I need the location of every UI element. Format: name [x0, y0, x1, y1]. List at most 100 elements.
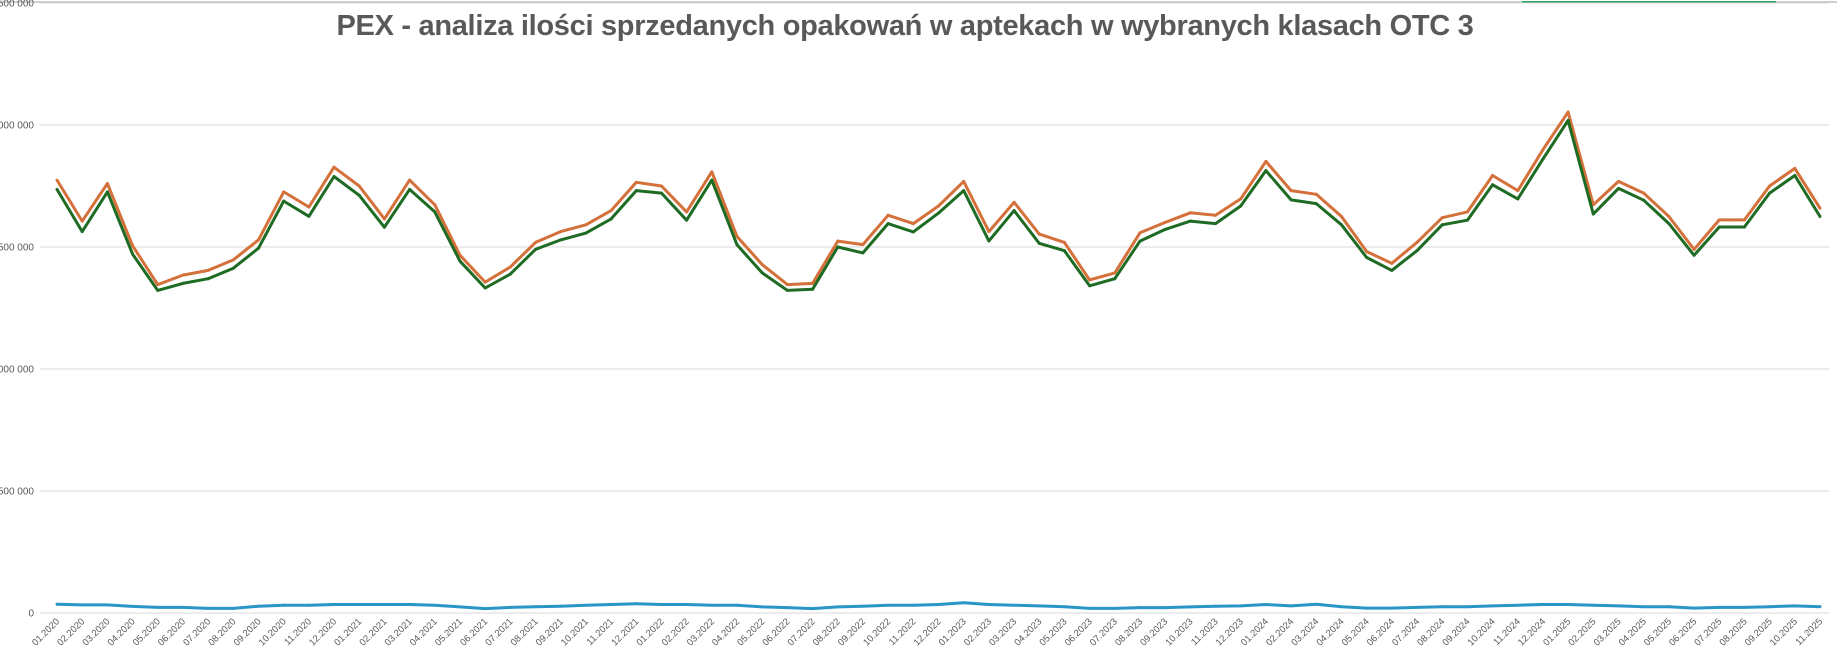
y-tick-label: 2 000 000 [0, 121, 34, 132]
data-point [1339, 215, 1343, 218]
x-tick-label: 10.2021 [559, 616, 591, 648]
data-point [433, 210, 437, 214]
data-point [508, 265, 512, 269]
data-point [1591, 203, 1595, 207]
data-point [609, 209, 613, 213]
data-point [836, 605, 840, 609]
data-point [710, 603, 714, 607]
data-point [1742, 225, 1746, 229]
data-point [1541, 148, 1545, 152]
data-point [1188, 211, 1192, 215]
data-point [1314, 602, 1318, 606]
data-point [1793, 174, 1797, 178]
data-point [962, 189, 966, 193]
data-point [1566, 118, 1570, 122]
data-point [534, 247, 538, 251]
data-point [861, 604, 865, 608]
data-point [382, 225, 386, 229]
data-point [1138, 231, 1142, 235]
data-point [886, 213, 890, 217]
data-point [1113, 277, 1117, 281]
data-point [760, 271, 764, 275]
data-point [181, 605, 185, 609]
data-point [256, 604, 260, 608]
data-point [659, 184, 663, 188]
data-point [987, 230, 991, 234]
data-point [811, 281, 815, 285]
data-point [433, 603, 437, 607]
data-point [408, 178, 412, 182]
data-point [1491, 604, 1495, 608]
data-point [1188, 219, 1192, 223]
data-point [1214, 604, 1218, 608]
data-point [483, 607, 487, 611]
data-point [911, 222, 915, 226]
x-tick-label: 10.2020 [257, 616, 289, 648]
data-point [307, 603, 311, 607]
data-point [1717, 605, 1721, 609]
data-point [1390, 261, 1394, 265]
data-point [156, 288, 160, 292]
data-point [55, 187, 59, 191]
data-point [357, 193, 361, 197]
data-point [1062, 605, 1066, 609]
data-point [231, 606, 235, 610]
data-point [1012, 209, 1016, 213]
data-point [1365, 255, 1369, 259]
data-point [735, 603, 739, 607]
data-point [156, 605, 160, 609]
data-point [1818, 605, 1822, 609]
data-point [307, 205, 311, 209]
data-point [685, 218, 689, 222]
data-point [1717, 225, 1721, 229]
data-point [1617, 186, 1621, 190]
data-point [937, 211, 940, 215]
data-point [206, 277, 210, 281]
data-point [584, 223, 588, 227]
data-point [357, 602, 361, 606]
data-point [584, 231, 588, 235]
data-point [282, 199, 286, 203]
data-point [1113, 271, 1117, 275]
data-point [1289, 198, 1293, 202]
data-point [1264, 169, 1268, 173]
data-point [80, 219, 84, 223]
data-point [181, 281, 185, 285]
data-point [1415, 249, 1419, 253]
data-point [836, 239, 840, 243]
data-point [937, 602, 940, 606]
data-point [433, 203, 437, 207]
data-point [811, 287, 815, 291]
data-point [332, 602, 336, 606]
data-point [634, 602, 638, 606]
data-point [559, 230, 563, 234]
data-point [1037, 232, 1041, 236]
y-tick-label: 0 [28, 609, 34, 620]
data-point [231, 258, 235, 262]
data-point [181, 273, 185, 277]
data-point [584, 603, 588, 607]
data-point [408, 187, 412, 191]
data-point [1516, 197, 1520, 201]
data-point [206, 268, 210, 272]
data-point [735, 243, 739, 247]
data-point [1390, 268, 1394, 272]
x-tick-label: 10.2024 [1466, 616, 1498, 648]
data-point [1516, 189, 1520, 193]
data-point [609, 602, 613, 606]
data-point [987, 602, 991, 606]
data-point [1742, 605, 1746, 609]
data-point [1440, 605, 1444, 609]
data-point [131, 252, 135, 256]
data-point [1440, 223, 1444, 227]
data-point [357, 184, 361, 188]
data-point [685, 210, 689, 214]
data-point [508, 605, 512, 609]
data-point [1314, 192, 1318, 196]
data-point [483, 280, 487, 284]
x-tick-label: 10.2025 [1768, 616, 1800, 648]
data-point [659, 191, 663, 195]
data-point [131, 604, 135, 608]
data-point [1163, 227, 1167, 231]
data-point [1768, 184, 1772, 188]
